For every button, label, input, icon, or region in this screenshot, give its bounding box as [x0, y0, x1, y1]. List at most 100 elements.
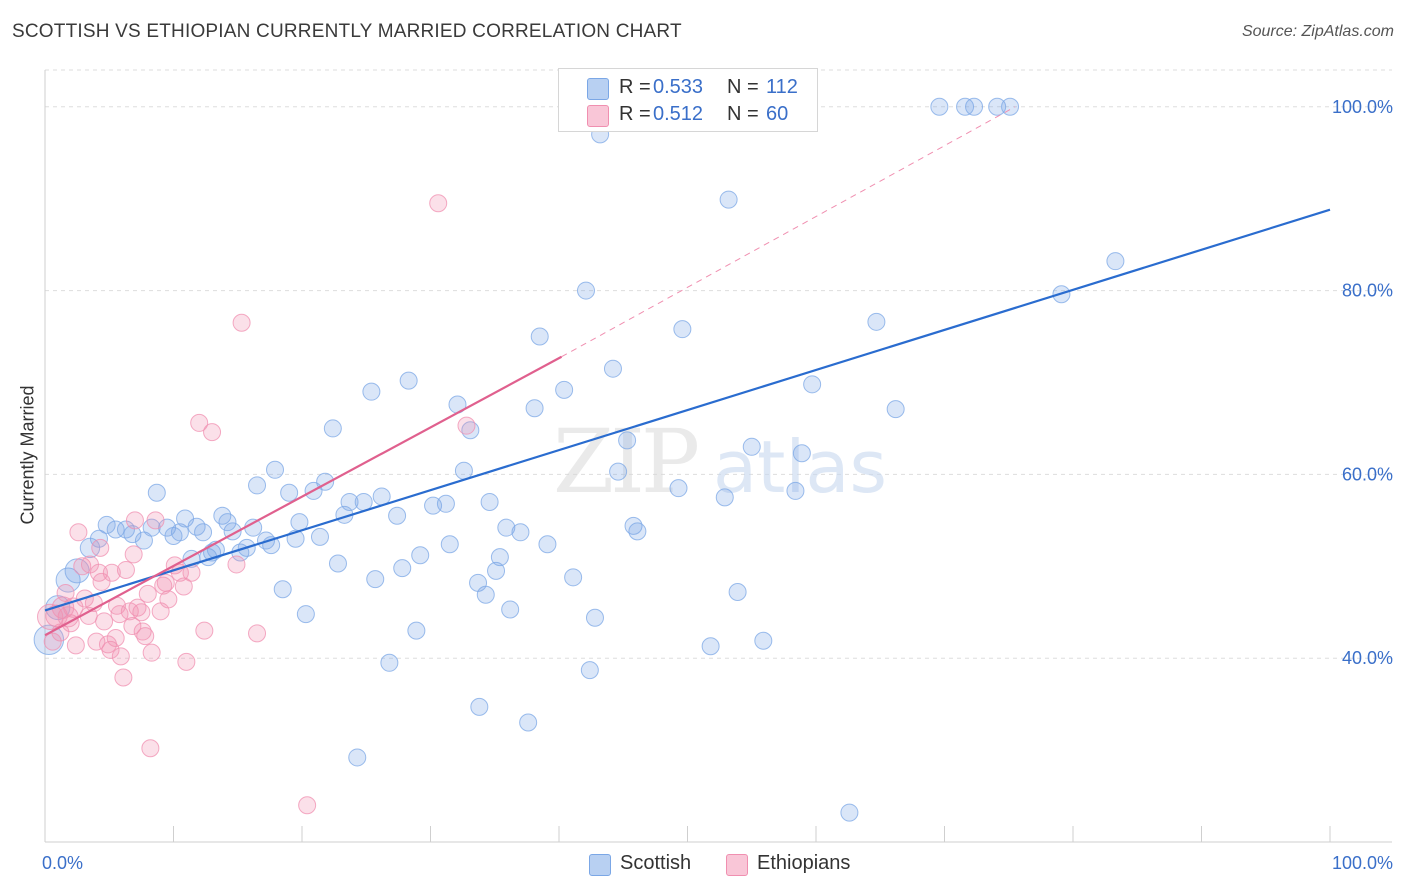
chart-title: SCOTTISH VS ETHIOPIAN CURRENTLY MARRIED … — [12, 21, 682, 42]
ethiopians-point — [114, 668, 133, 687]
scottish-point — [393, 559, 412, 578]
scottish-point — [273, 580, 292, 599]
ethiopians-point — [142, 643, 161, 662]
ethiopians-point — [177, 652, 196, 671]
ethiopians-point — [174, 577, 193, 596]
scottish-point — [754, 631, 773, 650]
n-label: N = — [727, 103, 759, 125]
ethiopians-points — [37, 194, 476, 815]
scottish-point — [530, 327, 549, 346]
scottish-point — [609, 462, 628, 481]
r-value: 0.512 — [653, 103, 704, 125]
correlation-legend: R = 0.533 N = 112 R = 0.512 N = 60 — [558, 68, 818, 132]
scottish-point — [487, 561, 506, 580]
scottish-point — [328, 554, 347, 573]
y-tick-label: 80.0% — [1342, 281, 1393, 301]
scottish-legend-label: Scottish — [620, 852, 692, 874]
scottish-point — [988, 97, 1007, 116]
source-label: Source: ZipAtlas.com — [1241, 23, 1394, 40]
scottish-point — [123, 525, 142, 544]
scottish-point — [33, 624, 65, 656]
ethiopians-swatch — [587, 105, 609, 127]
ethiopians-trendline — [44, 355, 563, 637]
ethiopians-point — [66, 636, 85, 655]
ethiopians-point — [106, 628, 125, 647]
watermark-atlas: atlas — [713, 425, 887, 509]
scottish-point — [786, 481, 805, 500]
ethiopians-point — [56, 583, 75, 602]
scottish-point — [280, 483, 299, 502]
ethiopians-point — [110, 605, 129, 624]
scottish-point — [603, 359, 622, 378]
scottish-point — [701, 637, 720, 656]
trend-layer — [44, 106, 1331, 637]
scottish-point — [930, 97, 949, 116]
r-value: 0.533 — [653, 76, 704, 98]
scottish-point — [965, 97, 984, 116]
scottish-point — [354, 492, 373, 511]
legend-row-scottish: R = 0.533 N = 112 — [559, 74, 817, 102]
n-value: 60 — [766, 103, 789, 125]
ethiopians-point — [123, 617, 142, 636]
scottish-point — [399, 371, 418, 390]
ethiopians-point — [227, 555, 246, 574]
scottish-point — [519, 713, 538, 732]
axis-layer — [44, 70, 1392, 843]
ethiopians-point — [69, 523, 88, 542]
ethiopians-point — [429, 194, 448, 213]
series-legend: Scottish Ethiopians — [0, 851, 1406, 879]
ethiopians-trendline-extension — [561, 106, 1016, 358]
scottish-point — [1106, 252, 1125, 271]
scottish-point — [476, 585, 495, 604]
ethiopians-point — [203, 423, 222, 442]
ethiopians-point — [154, 576, 173, 595]
ethiopians-point — [101, 640, 120, 659]
scottish-point — [436, 494, 455, 513]
scottish-point — [538, 535, 557, 554]
scottish-point — [55, 567, 81, 593]
scottish-point — [366, 570, 385, 589]
x-tick-label: 100.0% — [1332, 853, 1393, 873]
ethiopians-point — [195, 621, 214, 640]
scottish-point — [411, 546, 430, 565]
scottish-point — [628, 522, 647, 541]
scottish-point — [585, 608, 604, 627]
scottish-point — [576, 281, 595, 300]
ethiopians-point — [159, 590, 178, 609]
scottish-point — [440, 535, 459, 554]
scottish-point — [840, 803, 859, 822]
scottish-point — [97, 515, 116, 534]
scottish-point — [1001, 97, 1020, 116]
scottish-point — [669, 479, 688, 498]
ethiopians-point — [146, 511, 165, 530]
scottish-point — [867, 312, 886, 331]
scottish-point — [511, 523, 530, 542]
n-value: 112 — [766, 76, 798, 98]
scottish-point — [372, 487, 391, 506]
scottish-point — [266, 460, 285, 479]
scottish-point — [407, 621, 426, 640]
scottish-point — [116, 520, 135, 539]
ethiopians-point — [132, 603, 151, 622]
ethiopians-point — [124, 545, 143, 564]
scottish-point — [742, 437, 761, 456]
scottish-point — [106, 520, 125, 539]
watermark-layer: ZIP atlas — [553, 410, 887, 513]
scottish-point — [348, 748, 367, 767]
ethiopians-point — [87, 632, 106, 651]
scottish-point — [480, 492, 499, 511]
ethiopians-point — [43, 632, 62, 651]
scottish-point — [380, 653, 399, 672]
ethiopians-point — [37, 603, 64, 630]
x-tick-label: 0.0% — [42, 853, 83, 873]
ethiopians-legend-swatch — [726, 854, 748, 876]
ethiopians-point — [116, 560, 135, 579]
scottish-point — [501, 600, 520, 619]
legend-row-ethiopians: R = 0.512 N = 60 — [559, 101, 817, 129]
scottish-point — [886, 400, 905, 419]
scottish-point — [719, 190, 738, 209]
scottish-point — [79, 537, 101, 559]
scottish-point — [564, 568, 583, 587]
ethiopians-legend-label: Ethiopians — [757, 852, 851, 874]
